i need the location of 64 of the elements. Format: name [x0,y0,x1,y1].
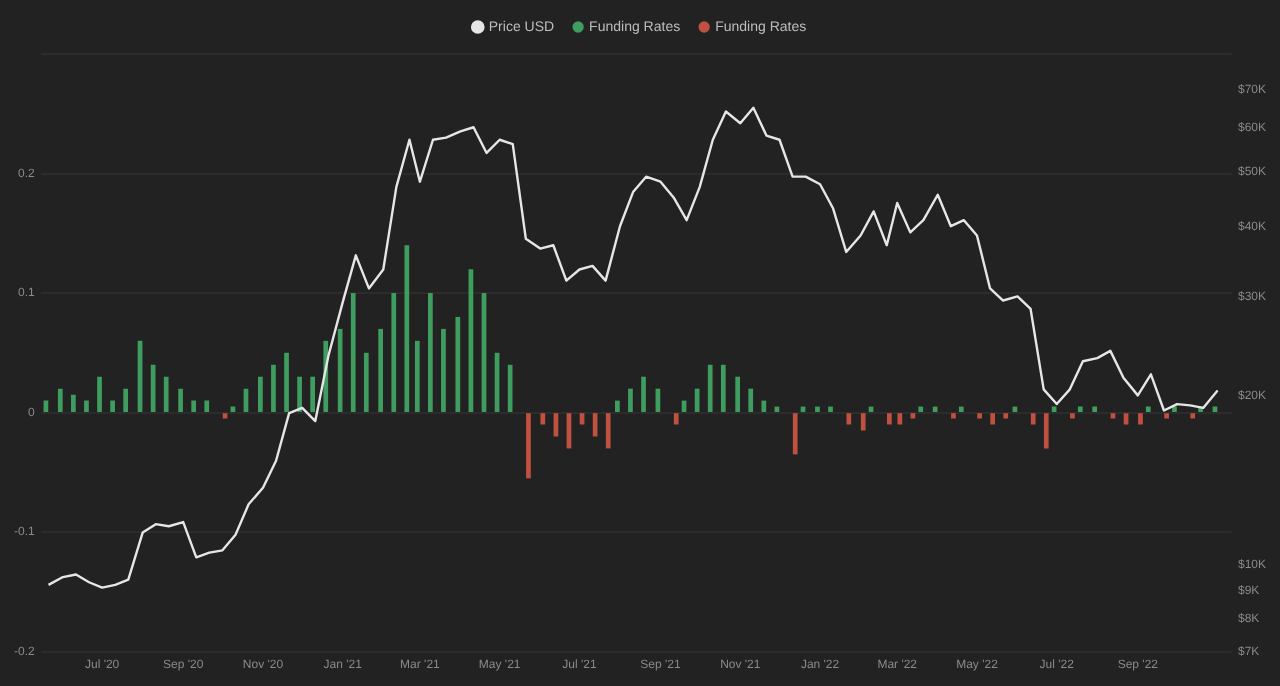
bar [977,413,982,419]
bar [990,413,996,425]
bar [363,352,369,412]
bar [526,413,531,479]
bar [1043,413,1049,449]
bar [1145,406,1151,412]
bar [748,388,754,412]
bar [918,406,924,412]
bar [178,388,183,412]
bar [641,376,646,412]
bar [404,245,410,412]
bar [71,394,76,412]
bar [1077,406,1083,412]
bar [815,406,820,412]
bar [1123,413,1129,425]
bar [350,293,356,412]
bar [110,400,115,412]
bar [792,413,798,455]
bar [1092,406,1098,412]
bar [897,413,903,425]
bar [540,413,546,425]
bar [1190,413,1196,419]
bar [605,413,611,449]
bar [441,328,446,412]
bar [846,413,852,425]
bar [1030,413,1036,425]
bar [297,376,302,412]
bar [910,413,916,419]
bar [628,388,633,412]
bar [391,293,397,412]
bar [123,388,129,412]
bar [735,376,741,412]
bar [720,364,726,412]
bar [1003,413,1009,419]
bar [284,352,289,412]
bar [1172,406,1177,412]
bar [1138,413,1143,425]
bar [615,400,620,412]
bar [707,364,713,412]
bar [761,400,767,412]
bar [271,364,276,412]
bar [1164,413,1169,419]
bar [378,328,384,412]
bar [84,400,89,412]
bar [414,340,420,412]
bar [1070,413,1075,419]
bar [951,413,956,419]
bar [455,316,461,412]
bar [163,376,169,412]
bar [428,293,433,412]
bar [673,413,679,425]
bar [204,400,210,412]
bar [579,413,585,425]
bar [191,400,197,412]
bar [57,388,63,412]
bar [97,376,102,412]
bar [828,406,833,412]
bar [222,413,228,419]
bar [1110,413,1116,419]
bar [958,406,964,412]
bar [258,376,263,412]
bar [310,376,316,412]
bar [860,413,866,431]
bar [887,413,892,425]
